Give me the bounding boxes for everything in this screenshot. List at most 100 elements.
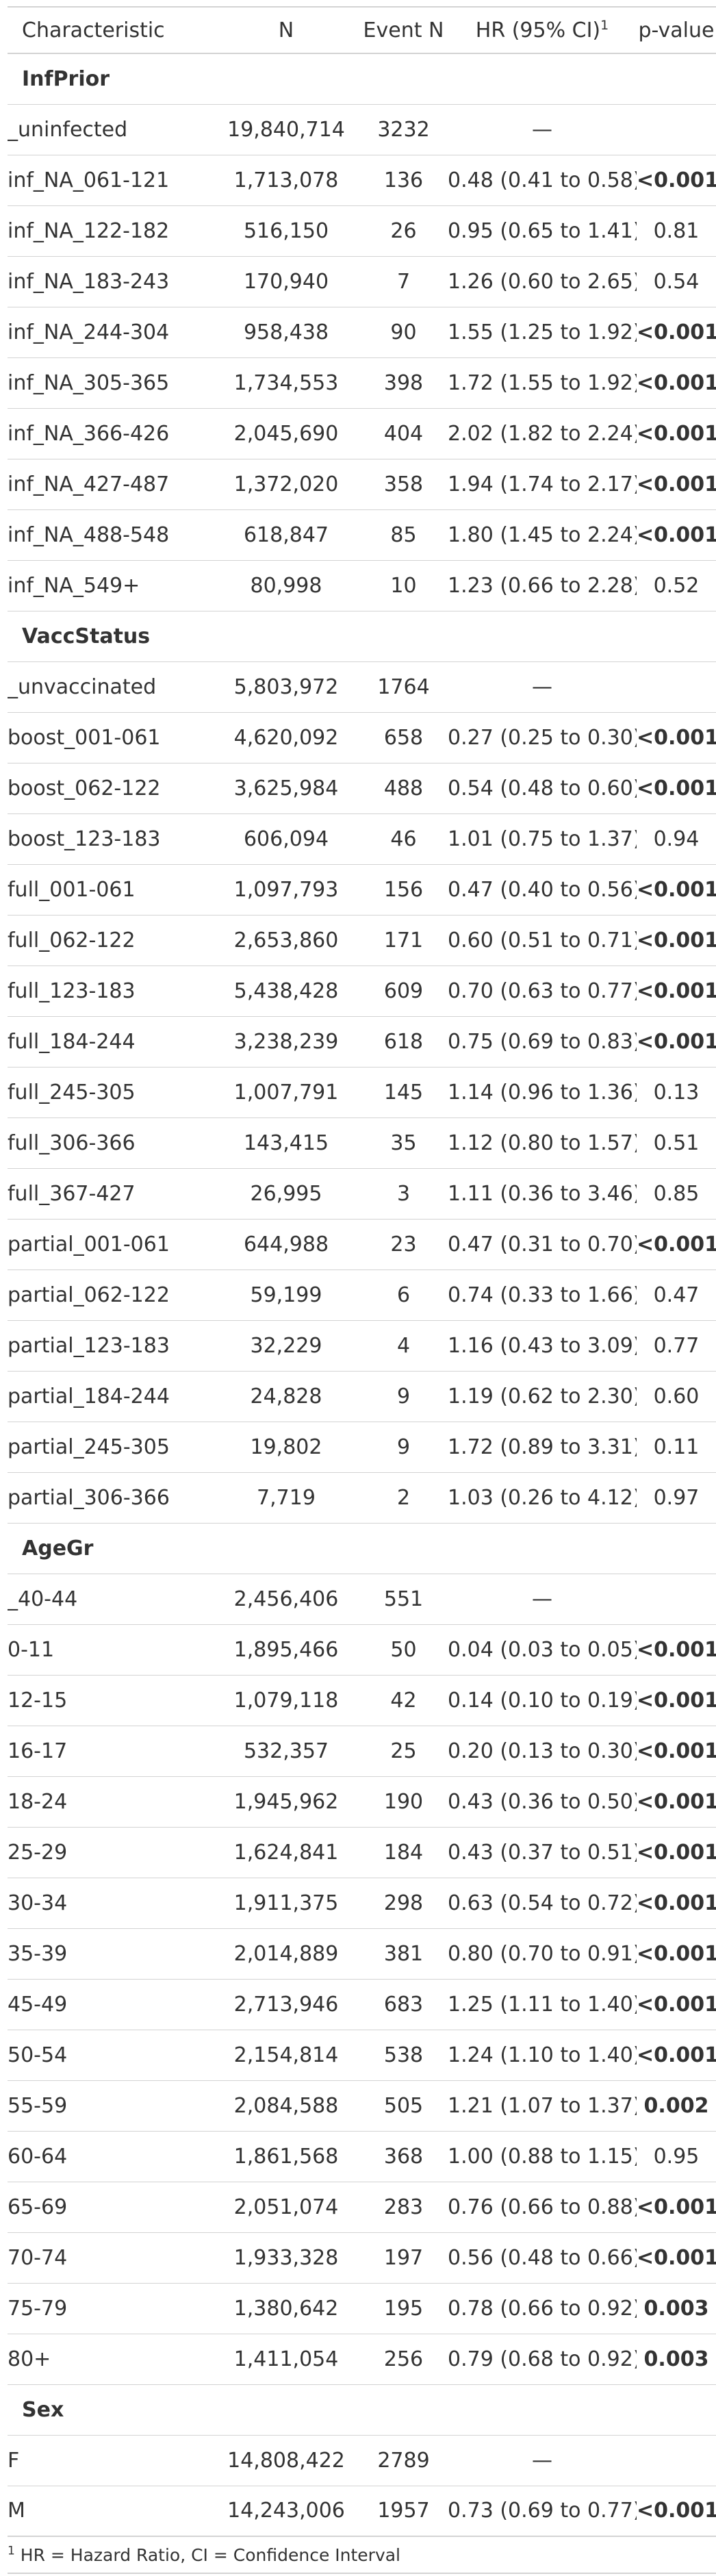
cell-p-value: 0.94 <box>637 813 716 865</box>
cell-event-n: 488 <box>359 763 448 814</box>
cell-hr: 0.70 (0.63 to 0.77) <box>448 965 637 1017</box>
row-label: 25-29 <box>8 1827 213 1878</box>
cell-hr: 1.24 (1.10 to 1.40) <box>448 2030 637 2081</box>
cell-p-value: 0.11 <box>637 1422 716 1473</box>
table-row: inf_NA_244-304 958,438 90 1.55 (1.25 to 1.9… <box>8 307 716 358</box>
row-label: boost_001-061 <box>8 712 213 763</box>
cell-hr: 1.80 (1.45 to 2.24) <box>448 509 637 561</box>
table-row: boost_001-061 4,620,092 658 0.27 (0.25 to 0… <box>8 712 716 763</box>
cell-p-value: <0.001 <box>637 357 716 409</box>
table-row: full_367-427 26,995 3 1.11 (0.36 to 3.46) 0.… <box>8 1168 716 1220</box>
cell-n: 532,357 <box>213 1726 359 1777</box>
cell-p-value: <0.001 <box>637 2486 716 2537</box>
cell-event-n: 358 <box>359 459 448 510</box>
cell-hr: 0.63 (0.54 to 0.72) <box>448 1878 637 1929</box>
cell-n: 80,998 <box>213 560 359 611</box>
cell-p-value <box>637 2435 716 2486</box>
cell-n: 170,940 <box>213 256 359 307</box>
cell-event-n: 2 <box>359 1472 448 1524</box>
cell-event-n: 2789 <box>359 2435 448 2486</box>
cell-p-value: 0.81 <box>637 205 716 257</box>
cell-p-value <box>637 104 716 155</box>
cell-hr: 0.47 (0.40 to 0.56) <box>448 864 637 916</box>
cell-p-value: 0.003 <box>637 2334 716 2385</box>
cell-hr: 1.00 (0.88 to 1.15) <box>448 2131 637 2182</box>
cell-hr: 0.75 (0.69 to 0.83) <box>448 1016 637 1068</box>
cell-hr: 0.56 (0.48 to 0.66) <box>448 2232 637 2284</box>
footnote-marker: 1 <box>600 17 609 33</box>
row-label: inf_NA_427-487 <box>8 459 213 510</box>
cell-p-value: 0.002 <box>637 2080 716 2132</box>
cell-event-n: 298 <box>359 1878 448 1929</box>
row-label: partial_306-366 <box>8 1472 213 1524</box>
cell-hr: — <box>448 1574 637 1625</box>
cell-n: 5,438,428 <box>213 965 359 1017</box>
cell-hr: 0.73 (0.69 to 0.77) <box>448 2486 637 2537</box>
table-row: boost_123-183 606,094 46 1.01 (0.75 to 1.37… <box>8 813 716 865</box>
cell-hr: 0.43 (0.36 to 0.50) <box>448 1776 637 1828</box>
cell-event-n: 35 <box>359 1117 448 1169</box>
cell-event-n: 609 <box>359 965 448 1017</box>
cell-n: 2,713,946 <box>213 1979 359 2030</box>
cell-event-n: 9 <box>359 1371 448 1422</box>
cell-p-value: 0.85 <box>637 1168 716 1220</box>
cell-p-value <box>637 661 716 713</box>
cell-p-value: 0.51 <box>637 1117 716 1169</box>
row-label: M <box>8 2486 213 2537</box>
cell-event-n: 4 <box>359 1320 448 1372</box>
row-label: 18-24 <box>8 1776 213 1828</box>
cell-hr: 1.12 (0.80 to 1.57) <box>448 1117 637 1169</box>
group-row: AgeGr <box>8 1523 716 1574</box>
cell-p-value: <0.001 <box>637 1726 716 1777</box>
cell-p-value: 0.97 <box>637 1472 716 1524</box>
row-label: partial_184-244 <box>8 1371 213 1422</box>
row-label: inf_NA_244-304 <box>8 307 213 358</box>
footnote-mark: 1 <box>8 2544 15 2558</box>
row-label: 0-11 <box>8 1624 213 1676</box>
table-body: InfPrior _uninfected 19,840,714 3232— inf_NA… <box>8 53 716 2537</box>
group-label: Sex <box>8 2384 716 2436</box>
cell-n: 644,988 <box>213 1219 359 1270</box>
table-row: inf_NA_183-243 170,940 7 1.26 (0.60 to 2.65… <box>8 256 716 307</box>
cell-hr: 0.47 (0.31 to 0.70) <box>448 1219 637 1270</box>
group-row: InfPrior <box>8 53 716 105</box>
table-row: full_062-122 2,653,860 171 0.60 (0.51 to 0.… <box>8 915 716 966</box>
cell-p-value: <0.001 <box>637 2232 716 2284</box>
table-row: partial_123-183 32,229 4 1.16 (0.43 to 3.09… <box>8 1320 716 1372</box>
cell-n: 1,911,375 <box>213 1878 359 1929</box>
table-row: inf_NA_305-365 1,734,553 398 1.72 (1.55 to … <box>8 357 716 409</box>
cell-hr: 0.14 (0.10 to 0.19) <box>448 1675 637 1726</box>
table-row: 18-24 1,945,962 190 0.43 (0.36 to 0.50) <0.0… <box>8 1776 716 1828</box>
cell-event-n: 1764 <box>359 661 448 713</box>
cell-hr: 1.94 (1.74 to 2.17) <box>448 459 637 510</box>
row-label: full_062-122 <box>8 915 213 966</box>
cell-event-n: 23 <box>359 1219 448 1270</box>
cell-hr: 1.72 (1.55 to 1.92) <box>448 357 637 409</box>
cell-hr: 0.95 (0.65 to 1.41) <box>448 205 637 257</box>
cell-hr: 1.19 (0.62 to 2.30) <box>448 1371 637 1422</box>
cell-p-value: <0.001 <box>637 155 716 206</box>
cell-event-n: 46 <box>359 813 448 865</box>
cell-event-n: 25 <box>359 1726 448 1777</box>
row-label: full_001-061 <box>8 864 213 916</box>
table-row: inf_NA_549+ 80,998 10 1.23 (0.66 to 2.28) 0.… <box>8 560 716 611</box>
cell-hr: 1.03 (0.26 to 4.12) <box>448 1472 637 1524</box>
table-row: partial_001-061 644,988 23 0.47 (0.31 to 0.… <box>8 1219 716 1270</box>
cell-event-n: 3232 <box>359 104 448 155</box>
cell-p-value: 0.47 <box>637 1270 716 1321</box>
column-header-hr-label: HR (95% CI) <box>475 18 601 42</box>
cell-hr: 1.25 (1.11 to 1.40) <box>448 1979 637 2030</box>
cell-p-value: <0.001 <box>637 459 716 510</box>
cell-hr: 1.23 (0.66 to 2.28) <box>448 560 637 611</box>
cell-n: 1,007,791 <box>213 1067 359 1118</box>
row-label: full_306-366 <box>8 1117 213 1169</box>
table-row: 60-64 1,861,568 368 1.00 (0.88 to 1.15) 0.95 <box>8 2131 716 2182</box>
table-row: inf_NA_366-426 2,045,690 404 2.02 (1.82 to … <box>8 408 716 459</box>
cell-n: 1,861,568 <box>213 2131 359 2182</box>
row-label: full_184-244 <box>8 1016 213 1068</box>
cell-hr: 1.11 (0.36 to 3.46) <box>448 1168 637 1220</box>
cell-hr: 1.01 (0.75 to 1.37) <box>448 813 637 865</box>
table-row: full_245-305 1,007,791 145 1.14 (0.96 to 1.… <box>8 1067 716 1118</box>
cell-event-n: 505 <box>359 2080 448 2132</box>
row-label: 55-59 <box>8 2080 213 2132</box>
